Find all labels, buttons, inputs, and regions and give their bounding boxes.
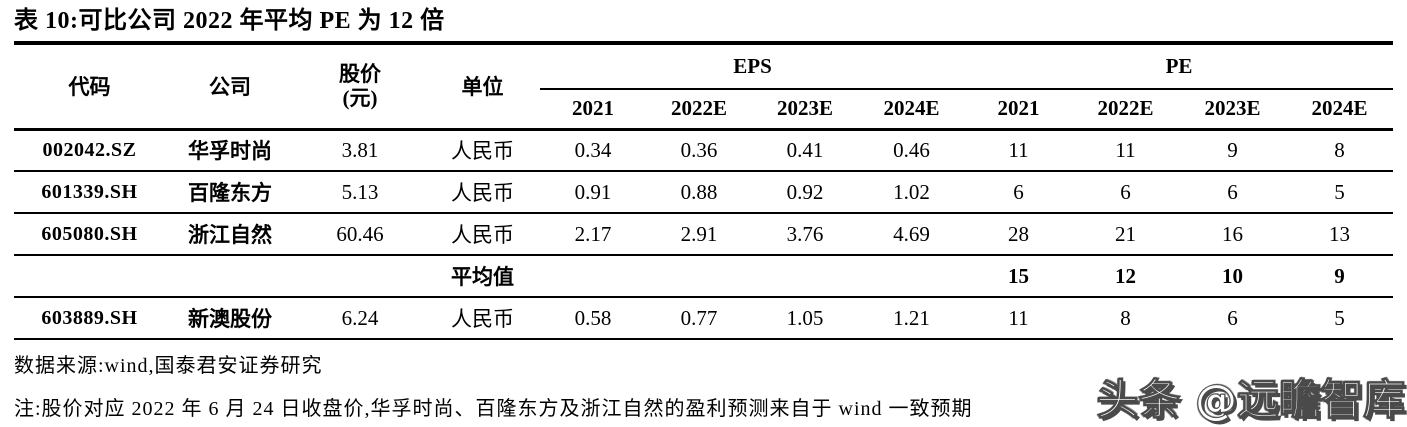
col-header-pe-2024e: 2024E — [1286, 89, 1394, 131]
col-header-eps-2023e: 2023E — [752, 89, 858, 131]
table-title: 表 10:可比公司 2022 年平均 PE 为 12 倍 — [14, 8, 445, 34]
cell-eps-2024e: 1.21 — [858, 297, 966, 340]
table-body: 002042.SZ 华孚时尚 3.81 人民币 0.34 0.36 0.41 0… — [14, 129, 1394, 340]
cell-unit: 人民币 — [425, 171, 540, 214]
avg-pe-2021: 15 — [965, 255, 1073, 298]
col-header-eps-2022e: 2022E — [646, 89, 752, 131]
cell-empty — [295, 255, 425, 298]
cell-price: 60.46 — [295, 213, 425, 256]
cell-eps-2022e: 2.91 — [646, 213, 752, 256]
cell-pe-2023e: 9 — [1179, 129, 1287, 172]
cell-price: 6.24 — [295, 297, 425, 340]
cell-eps-2022e: 0.36 — [646, 129, 752, 172]
note-line: 注:股价对应 2022 年 6 月 24 日收盘价,华孚时尚、百隆东方及浙江自然… — [14, 398, 973, 420]
cell-price: 3.81 — [295, 129, 425, 172]
cell-eps-2021: 0.91 — [540, 171, 646, 214]
cell-code: 601339.SH — [14, 171, 165, 214]
cell-empty — [858, 255, 966, 298]
cell-unit: 人民币 — [425, 213, 540, 256]
cell-pe-2021: 28 — [965, 213, 1073, 256]
table-row: 601339.SH 百隆东方 5.13 人民币 0.91 0.88 0.92 1… — [14, 171, 1394, 214]
cell-price: 5.13 — [295, 171, 425, 214]
cell-eps-2024e: 0.46 — [858, 129, 966, 172]
toutiao-watermark: 头条 @远瞻智库 — [1096, 375, 1406, 425]
cell-empty — [646, 255, 752, 298]
cell-eps-2024e: 4.69 — [858, 213, 966, 256]
cell-eps-2023e: 0.92 — [752, 171, 858, 214]
cell-company: 华孚时尚 — [165, 129, 295, 172]
cell-pe-2021: 11 — [965, 129, 1073, 172]
cell-pe-2023e: 16 — [1179, 213, 1287, 256]
col-header-pe-2023e: 2023E — [1179, 89, 1287, 131]
cell-pe-2022e: 8 — [1072, 297, 1180, 340]
cell-pe-2024e: 8 — [1286, 129, 1394, 172]
cell-pe-2021: 6 — [965, 171, 1073, 214]
title-rule — [14, 41, 1393, 45]
cell-pe-2023e: 6 — [1179, 171, 1287, 214]
cell-code: 605080.SH — [14, 213, 165, 256]
cell-empty — [540, 255, 646, 298]
avg-pe-2023e: 10 — [1179, 255, 1287, 298]
col-header-pe-2021: 2021 — [965, 89, 1073, 131]
cell-eps-2023e: 0.41 — [752, 129, 858, 172]
data-source-line: 数据来源:wind,国泰君安证券研究 — [14, 355, 323, 377]
group-header-pe: PE — [965, 45, 1394, 90]
col-header-pe-2022e: 2022E — [1072, 89, 1180, 131]
cell-unit: 人民币 — [425, 129, 540, 172]
col-header-price: 股价 (元) — [295, 45, 425, 131]
avg-pe-2022e: 12 — [1072, 255, 1180, 298]
header-years-row: 2021 2022E 2023E 2024E 2021 2022E 2023E … — [14, 89, 1394, 131]
cell-eps-2021: 0.34 — [540, 129, 646, 172]
cell-eps-2023e: 1.05 — [752, 297, 858, 340]
table-row: 002042.SZ 华孚时尚 3.81 人民币 0.34 0.36 0.41 0… — [14, 129, 1394, 172]
cell-pe-2022e: 21 — [1072, 213, 1180, 256]
cell-empty — [752, 255, 858, 298]
cell-company: 浙江自然 — [165, 213, 295, 256]
average-row: 平均值 15 12 10 9 — [14, 255, 1394, 298]
cell-eps-2022e: 0.77 — [646, 297, 752, 340]
avg-pe-2024e: 9 — [1286, 255, 1394, 298]
cell-company: 新澳股份 — [165, 297, 295, 340]
cell-pe-2024e: 5 — [1286, 297, 1394, 340]
table-row: 603889.SH 新澳股份 6.24 人民币 0.58 0.77 1.05 1… — [14, 297, 1394, 340]
table-row: 605080.SH 浙江自然 60.46 人民币 2.17 2.91 3.76 … — [14, 213, 1394, 256]
col-header-code: 代码 — [14, 45, 165, 131]
col-header-price-line1: 股价 — [339, 62, 381, 87]
cell-pe-2023e: 6 — [1179, 297, 1287, 340]
col-header-price-line2: (元) — [342, 86, 378, 111]
cell-eps-2022e: 0.88 — [646, 171, 752, 214]
group-header-eps: EPS — [540, 45, 966, 90]
cell-code: 603889.SH — [14, 297, 165, 340]
cell-eps-2023e: 3.76 — [752, 213, 858, 256]
comparable-companies-table: 代码 公司 股价 (元) 单位 EPS PE 2021 2022E 2023E … — [14, 45, 1394, 340]
cell-empty — [14, 255, 165, 298]
cell-empty — [165, 255, 295, 298]
cell-code: 002042.SZ — [14, 129, 165, 172]
cell-pe-2024e: 5 — [1286, 171, 1394, 214]
cell-pe-2024e: 13 — [1286, 213, 1394, 256]
col-header-unit: 单位 — [425, 45, 540, 131]
col-header-eps-2021: 2021 — [540, 89, 646, 131]
col-header-eps-2024e: 2024E — [858, 89, 966, 131]
cell-company: 百隆东方 — [165, 171, 295, 214]
cell-pe-2022e: 6 — [1072, 171, 1180, 214]
cell-pe-2021: 11 — [965, 297, 1073, 340]
cell-unit: 人民币 — [425, 297, 540, 340]
table-header: 代码 公司 股价 (元) 单位 EPS PE 2021 2022E 2023E … — [14, 45, 1394, 131]
cell-eps-2021: 0.58 — [540, 297, 646, 340]
header-group-row: 代码 公司 股价 (元) 单位 EPS PE — [14, 45, 1394, 131]
average-label: 平均值 — [425, 255, 540, 298]
col-header-company: 公司 — [165, 45, 295, 131]
cell-eps-2021: 2.17 — [540, 213, 646, 256]
cell-eps-2024e: 1.02 — [858, 171, 966, 214]
cell-pe-2022e: 11 — [1072, 129, 1180, 172]
